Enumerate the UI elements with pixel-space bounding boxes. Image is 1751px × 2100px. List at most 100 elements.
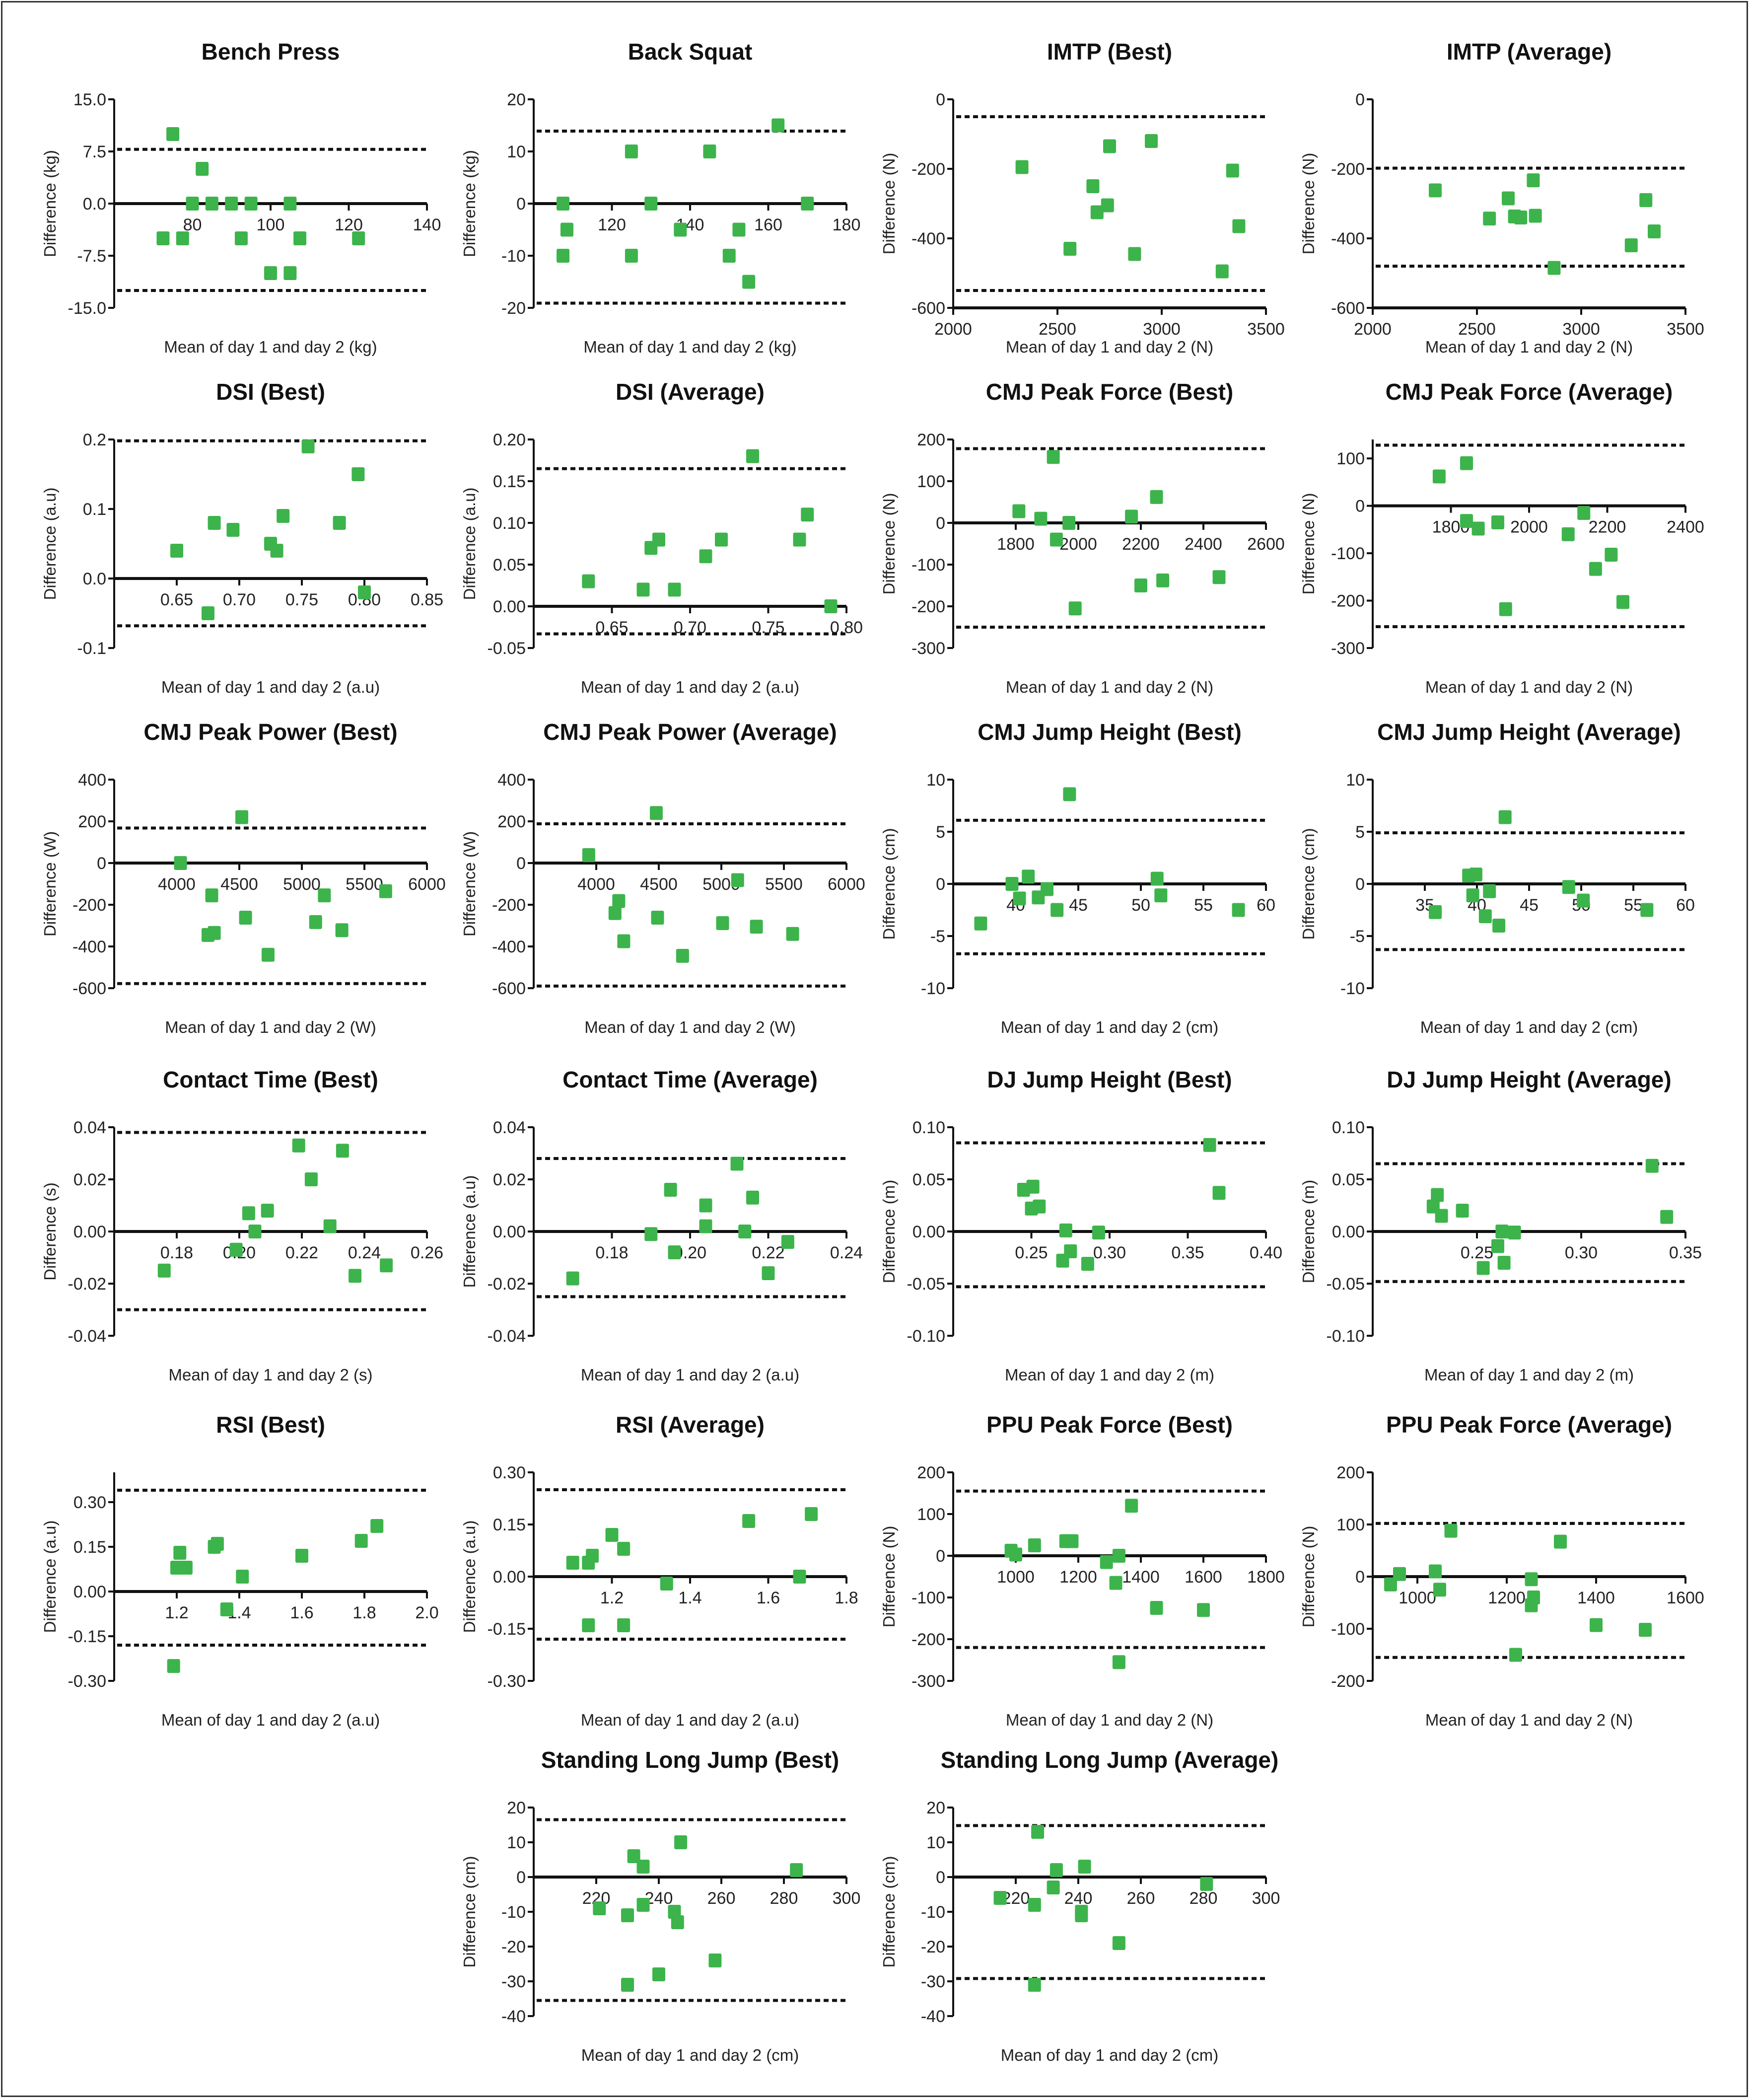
data-point	[582, 848, 595, 863]
chart-ppu-peak-force-average: PPU Peak Force (Average) -200 -100 0 100 200 1…	[1299, 1412, 1704, 1729]
data-point	[786, 927, 799, 941]
data-point	[651, 911, 664, 925]
data-point	[1075, 1908, 1088, 1922]
data-point	[625, 249, 638, 263]
y-tick-label: 0	[936, 1868, 945, 1887]
y-tick-label: -0.10	[1327, 1327, 1365, 1346]
x-tick-label: 1200	[1488, 1589, 1526, 1607]
data-point	[170, 544, 183, 558]
data-point	[1086, 179, 1100, 193]
data-point	[166, 127, 180, 141]
chart-title: IMTP (Average)	[1447, 39, 1611, 65]
y-tick-label: 0.02	[493, 1170, 526, 1189]
panel-standing-long-jump-best: Standing Long Jump (Best) -40 -30 -20 -10 0 10…	[449, 1738, 876, 2081]
x-axis-label: Mean of day 1 and day 2 (N)	[1006, 338, 1213, 356]
data-point	[229, 1242, 243, 1257]
data-point	[621, 1908, 634, 1922]
x-tick-label: 140	[413, 216, 441, 234]
y-tick-label: -10	[921, 1903, 945, 1922]
x-tick-label: 280	[1190, 1889, 1218, 1908]
x-axis-label: Mean of day 1 and day 2 (a.u)	[161, 1711, 380, 1729]
chart-imtp-best: IMTP (Best) -600 -400 -200 0 2000 2500 3000 3500…	[880, 39, 1285, 356]
y-axis-label: Difference (N)	[880, 493, 898, 595]
data-point	[1460, 456, 1473, 470]
data-point	[379, 884, 392, 898]
x-axis-label: Mean of day 1 and day 2 (kg)	[164, 338, 377, 356]
chart-ppu-peak-force-best: PPU Peak Force (Best) -300 -200 -100 0 100 200…	[880, 1412, 1285, 1729]
y-tick-label: 0.10	[493, 514, 526, 533]
y-tick-label: 0	[1355, 90, 1365, 109]
x-axis-label: Mean of day 1 and day 2 (N)	[1425, 678, 1633, 696]
y-tick-label: 0	[1355, 875, 1365, 894]
data-point	[174, 856, 187, 870]
data-point	[1577, 506, 1591, 520]
y-axis-label: Difference (cm)	[880, 828, 898, 940]
x-tick-label: 0.22	[285, 1243, 318, 1262]
data-point	[1232, 903, 1245, 917]
y-tick-label: 0.10	[1332, 1118, 1365, 1137]
data-point	[1527, 1591, 1540, 1604]
x-tick-label: 1600	[1667, 1589, 1704, 1607]
chart-title: DSI (Best)	[216, 379, 325, 405]
chart-dj-jump-height-best: DJ Jump Height (Best) -0.10 -0.05 0.00 0.05 0…	[880, 1067, 1282, 1384]
y-tick-label: 200	[497, 812, 526, 831]
data-point	[210, 1537, 224, 1551]
data-point	[235, 810, 249, 824]
y-tick-label: 0.05	[1332, 1170, 1365, 1189]
data-point	[1212, 570, 1226, 584]
x-axis-label: Mean of day 1 and day 2 (W)	[584, 1018, 796, 1036]
data-point	[358, 585, 371, 599]
data-point	[652, 1967, 665, 1981]
data-point	[1128, 247, 1141, 261]
data-point	[225, 197, 238, 211]
y-axis-label: Difference (m)	[1299, 1180, 1318, 1283]
y-tick-label: -400	[911, 229, 945, 248]
data-point	[674, 222, 687, 237]
y-tick-label: 100	[917, 1505, 945, 1524]
data-point	[652, 532, 665, 547]
data-point	[1605, 547, 1618, 562]
x-axis-label: Mean of day 1 and day 2 (m)	[1005, 1366, 1214, 1384]
data-point	[208, 926, 221, 940]
data-point	[649, 806, 663, 820]
panel-imtp-average: IMTP (Average) -600 -400 -200 0 2000 2500 3000 3…	[1288, 30, 1715, 372]
panel-contact-time-best: Contact Time (Best) -0.04 -0.02 0.00 0.02 0.0…	[30, 1058, 457, 1400]
x-axis-label: Mean of day 1 and day 2 (cm)	[1001, 2046, 1218, 2064]
y-axis-label: Difference (N)	[1299, 1526, 1318, 1628]
y-tick-label: 100	[1336, 449, 1365, 468]
y-tick-label: 0	[936, 1547, 945, 1566]
data-point	[1100, 1555, 1113, 1569]
data-point	[1050, 532, 1063, 547]
y-tick-label: 0.00	[493, 1568, 526, 1587]
panel-back-squat: Back Squat -20 -10 0 10 20 120 140 160 180 Mean of…	[449, 30, 876, 372]
data-point	[1429, 905, 1442, 919]
y-tick-label: -5	[1350, 927, 1365, 946]
y-tick-label: 0.2	[83, 431, 106, 449]
y-tick-label: -600	[492, 979, 526, 998]
panel-dsi-best: DSI (Best) -0.1 0.0 0.1 0.2 0.65 0.70 0.75 0.80 0…	[30, 370, 457, 713]
y-axis-label: Difference (N)	[1299, 153, 1318, 255]
y-tick-label: 0.00	[73, 1583, 106, 1601]
data-point	[1028, 1538, 1041, 1552]
x-tick-label: 1.2	[165, 1603, 188, 1622]
y-tick-label: 0.15	[493, 1516, 526, 1534]
data-point	[261, 1204, 274, 1218]
data-point	[1047, 450, 1060, 464]
x-tick-label: 160	[754, 216, 782, 234]
data-point	[1092, 1226, 1105, 1240]
chart-cmj-peak-power-best: CMJ Peak Power (Best) -600 -400 -200 0 200 400…	[41, 719, 446, 1036]
chart-title: CMJ Jump Height (Best)	[978, 719, 1242, 745]
data-point	[1497, 1256, 1511, 1270]
data-point	[566, 1556, 579, 1570]
y-tick-label: -100	[1331, 544, 1365, 563]
x-tick-label: 5500	[765, 875, 803, 894]
data-point	[730, 1157, 744, 1171]
data-point	[1384, 1577, 1397, 1592]
data-point	[617, 1618, 630, 1632]
data-point	[824, 599, 838, 613]
y-tick-label: 0.05	[912, 1170, 945, 1189]
y-tick-label: 200	[78, 812, 106, 831]
data-point	[793, 532, 806, 547]
x-tick-label: 2200	[1122, 535, 1160, 554]
x-tick-label: 0.85	[411, 590, 443, 609]
